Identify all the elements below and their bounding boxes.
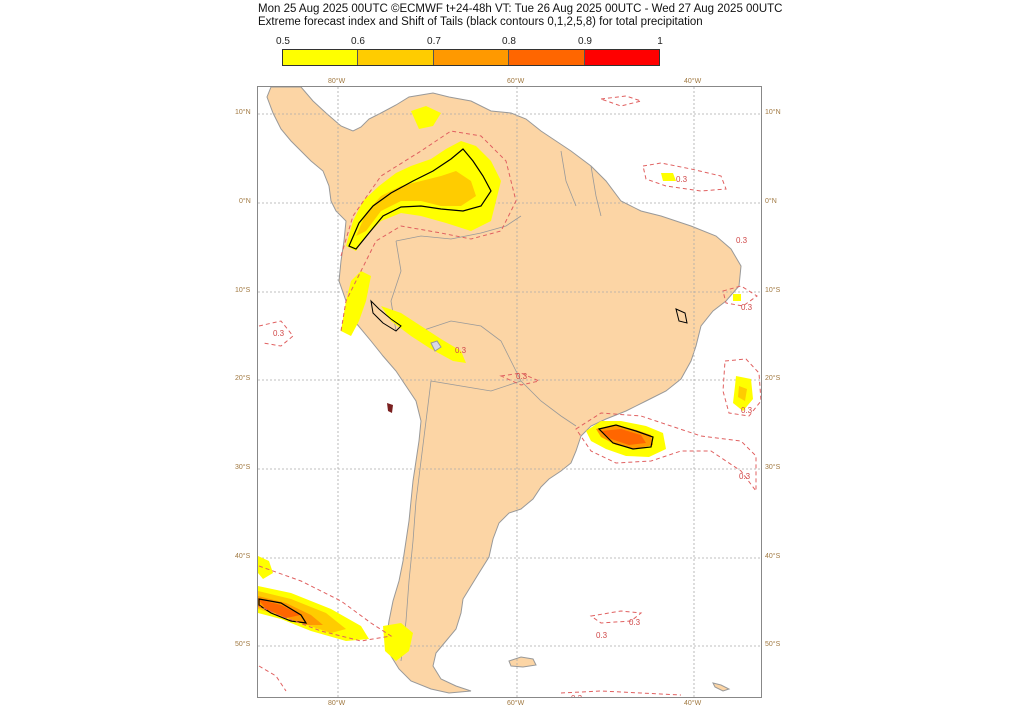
lat-label-right: 30°S	[765, 464, 781, 471]
svg-text:0.3: 0.3	[741, 406, 753, 415]
falkland-islands	[508, 656, 537, 668]
lon-label-bottom: 60°W	[507, 700, 525, 707]
colorbar-bin-0.8-0.9	[509, 50, 585, 65]
lat-label-right: 10°S	[765, 287, 781, 294]
chart-title-line2: Extreme forecast index and Shift of Tail…	[258, 16, 703, 28]
efi-region-atlantic-10s	[733, 294, 741, 301]
south-georgia	[712, 682, 731, 692]
lat-label-left: 30°S	[235, 464, 251, 471]
map-canvas: 0.3 0.3 0.3 0.3 0.3 0.3 0.3 0.3 0.3 0.3 …	[258, 87, 761, 698]
svg-text:0.3: 0.3	[739, 472, 751, 481]
lon-label-bottom: 80°W	[328, 700, 346, 707]
map-panel: 0.3 0.3 0.3 0.3 0.3 0.3 0.3 0.3 0.3 0.3 …	[257, 86, 762, 698]
lat-label-left: 10°N	[235, 109, 251, 116]
lat-label-right: 20°S	[765, 375, 781, 382]
efi-region-southeast-brazil	[586, 421, 666, 457]
lat-label-left: 10°S	[235, 287, 251, 294]
lon-label-bottom: 40°W	[684, 700, 702, 707]
svg-text:0.3: 0.3	[676, 175, 688, 184]
contour-labels: 0.3 0.3 0.3 0.3 0.3 0.3 0.3 0.3 0.3 0.3 …	[273, 175, 753, 698]
svg-text:0.3: 0.3	[455, 346, 467, 355]
colorbar	[282, 49, 660, 66]
colorbar-label: 0.8	[502, 36, 516, 47]
colorbar-label: 0.5	[276, 36, 290, 47]
colorbar-label: 0.6	[351, 36, 365, 47]
svg-text:0.3: 0.3	[516, 372, 528, 381]
lon-label-top: 60°W	[507, 78, 525, 85]
svg-text:0.3: 0.3	[571, 694, 583, 698]
svg-text:0.3: 0.3	[736, 236, 748, 245]
south-america-landmass	[266, 87, 742, 694]
graticule	[258, 87, 761, 697]
efi-region-atlantic-20s-core	[738, 386, 747, 401]
lon-label-top: 80°W	[328, 78, 346, 85]
svg-text:0.3: 0.3	[273, 329, 285, 338]
lat-label-left: 50°S	[235, 641, 251, 648]
colorbar-label: 0.7	[427, 36, 441, 47]
lon-label-top: 40°W	[684, 78, 702, 85]
country-borders	[390, 150, 602, 662]
lake-titicaca	[430, 340, 442, 352]
colorbar-label: 0.9	[578, 36, 592, 47]
lat-label-left: 0°N	[239, 198, 251, 205]
colorbar-bin-0.9-1	[584, 50, 660, 65]
lat-label-right: 0°N	[765, 198, 777, 205]
lat-label-right: 10°N	[765, 109, 781, 116]
efi-region-atlantic-equator	[661, 173, 676, 181]
colorbar-bin-0.6-0.7	[358, 50, 434, 65]
efi-region-south-pacific	[258, 556, 413, 661]
lat-label-left: 40°S	[235, 553, 251, 560]
svg-text:0.3: 0.3	[629, 618, 641, 627]
juan-fernandez-islands	[387, 403, 393, 413]
efi-region-north-andes	[341, 106, 688, 363]
svg-text:0.3: 0.3	[741, 303, 753, 312]
svg-text:0.3: 0.3	[596, 631, 608, 640]
lat-label-left: 20°S	[235, 375, 251, 382]
colorbar-bin-0.7-0.8	[433, 50, 510, 65]
chart-title-line1: Mon 25 Aug 2025 00UTC ©ECMWF t+24-48h VT…	[258, 3, 783, 15]
colorbar-bin-0.5-0.6	[283, 50, 359, 65]
lat-label-right: 40°S	[765, 553, 781, 560]
lat-label-right: 50°S	[765, 641, 781, 648]
colorbar-label: 1	[657, 36, 663, 47]
efi-0.3-contours	[258, 95, 761, 696]
